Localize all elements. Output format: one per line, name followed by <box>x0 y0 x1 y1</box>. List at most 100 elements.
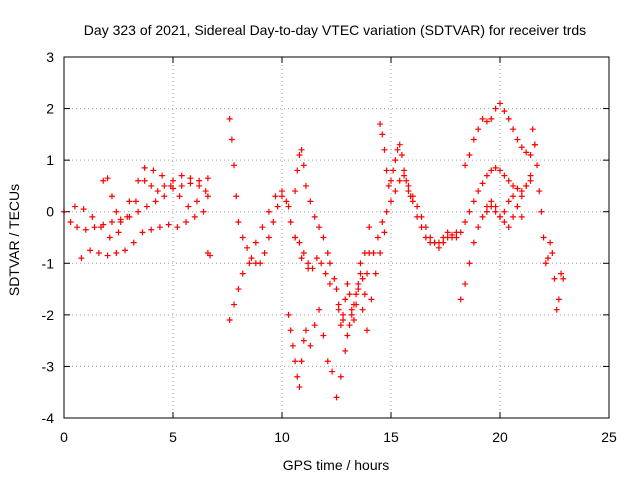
data-point <box>497 100 503 107</box>
data-point <box>514 185 521 192</box>
data-point <box>252 239 259 246</box>
data-point <box>547 239 554 246</box>
data-point <box>492 164 499 171</box>
data-point <box>296 151 303 158</box>
data-point <box>440 234 447 241</box>
data-point <box>359 275 366 282</box>
data-point <box>159 172 166 179</box>
x-tick-label: 20 <box>492 429 508 445</box>
data-point <box>204 175 211 182</box>
data-point <box>161 182 168 189</box>
data-point <box>167 182 174 189</box>
data-point <box>326 260 333 267</box>
data-point <box>409 198 416 205</box>
data-point <box>337 373 344 380</box>
data-point <box>233 193 240 200</box>
data-point <box>170 177 176 184</box>
data-point <box>298 358 305 365</box>
data-point <box>388 198 394 205</box>
y-tick-label: -3 <box>42 358 55 374</box>
data-point <box>154 188 161 195</box>
data-point <box>108 219 115 226</box>
data-point <box>470 136 477 143</box>
data-point <box>298 255 305 262</box>
data-point <box>488 198 495 205</box>
data-point <box>331 275 338 282</box>
data-point <box>193 198 200 205</box>
data-point <box>536 188 543 195</box>
data-point <box>531 141 538 148</box>
data-point <box>501 208 508 215</box>
data-point <box>191 213 198 220</box>
data-point <box>283 198 290 205</box>
data-point <box>361 291 368 298</box>
data-point <box>141 164 148 171</box>
data-point <box>527 151 534 158</box>
data-point <box>355 286 362 293</box>
data-point <box>350 317 357 324</box>
data-point <box>466 260 473 267</box>
data-point <box>320 332 327 339</box>
data-point <box>239 270 246 277</box>
axis-ticks: 0 5 10 15 20 25 -4 -3 -2 -1 0 1 2 3 <box>42 49 617 445</box>
data-point <box>285 311 292 318</box>
data-point <box>265 234 272 241</box>
data-point <box>78 255 85 262</box>
data-point <box>396 141 403 148</box>
data-point <box>228 136 235 143</box>
data-point <box>148 226 155 233</box>
data-point <box>479 180 486 187</box>
data-point <box>340 317 347 324</box>
data-point <box>405 182 412 189</box>
data-point <box>335 306 342 313</box>
data-point <box>483 172 490 179</box>
data-point <box>370 249 377 256</box>
data-point <box>130 239 137 246</box>
data-point <box>388 177 394 184</box>
data-point <box>285 203 292 210</box>
data-point <box>126 198 133 205</box>
data-point <box>231 162 238 169</box>
data-point <box>104 175 111 182</box>
data-point <box>337 322 344 329</box>
data-point <box>348 306 355 313</box>
data-point <box>100 177 107 184</box>
data-point <box>355 280 362 287</box>
data-point <box>98 224 105 231</box>
data-point <box>292 234 299 241</box>
data-point <box>307 198 314 205</box>
data-point <box>294 167 301 174</box>
data-point <box>287 327 294 334</box>
data-point <box>302 182 309 189</box>
data-point <box>396 177 403 184</box>
data-point <box>414 203 421 210</box>
data-point <box>239 234 246 241</box>
y-axis-label: SDTVAR / TECUs <box>6 184 22 296</box>
data-point <box>510 182 517 189</box>
data-point <box>274 203 281 210</box>
data-point <box>409 193 416 200</box>
data-point <box>156 224 163 231</box>
data-point <box>302 327 309 334</box>
data-point <box>335 301 342 308</box>
data-point <box>279 188 285 195</box>
data-point <box>475 224 482 231</box>
data-point <box>340 311 347 318</box>
data-point <box>148 182 155 189</box>
data-point <box>287 219 294 226</box>
data-point <box>344 332 351 339</box>
data-point <box>488 203 495 210</box>
data-point <box>405 188 412 195</box>
data-point <box>106 234 113 241</box>
data-point <box>514 203 521 210</box>
data-point <box>381 229 388 236</box>
data-point <box>135 208 142 215</box>
data-point <box>381 146 388 153</box>
data-point <box>403 177 410 184</box>
y-tick-label: 3 <box>46 49 54 65</box>
data-point <box>435 244 442 251</box>
data-point <box>187 175 194 182</box>
data-point <box>488 115 495 122</box>
data-point <box>398 151 405 158</box>
data-point <box>505 115 512 122</box>
